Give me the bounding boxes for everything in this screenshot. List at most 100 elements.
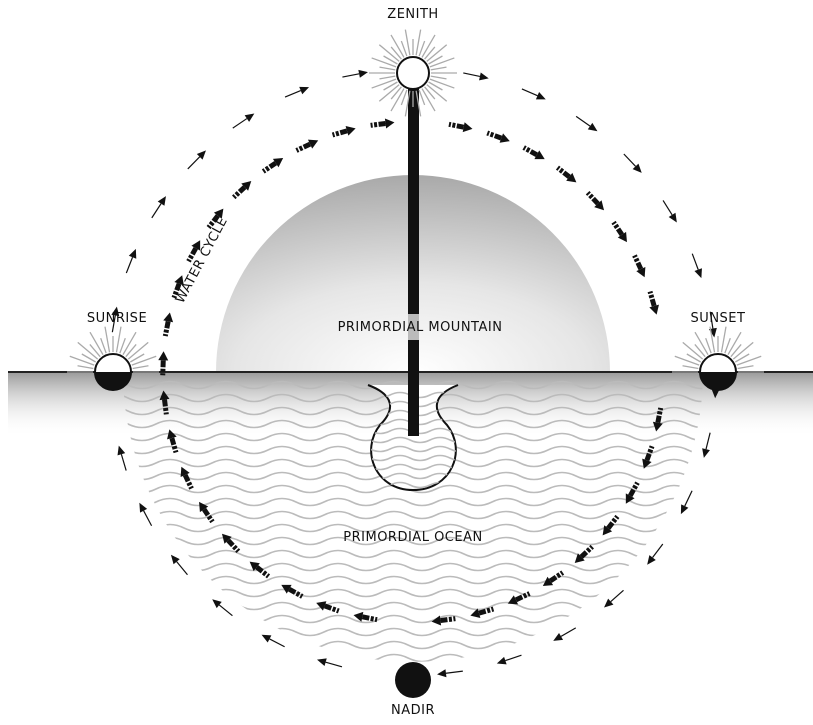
- arrow-head: [196, 150, 206, 160]
- arrow-shaft: [647, 290, 657, 307]
- arrow-shaft: [644, 445, 655, 462]
- sun-ray: [131, 355, 157, 366]
- arrow-head: [534, 150, 545, 160]
- sun-ray: [674, 355, 700, 366]
- arrow-shaft: [255, 565, 271, 579]
- arrow-head: [535, 92, 546, 100]
- arrow-shaft: [478, 606, 495, 616]
- arrow-shaft: [521, 88, 538, 97]
- sun-ray: [383, 81, 398, 91]
- ocean-label: PRIMORDIAL OCEAN: [343, 530, 482, 545]
- sun-ray: [379, 75, 396, 80]
- arrow-head: [617, 231, 627, 243]
- sun-dark-half: [95, 372, 131, 390]
- sun-ray: [415, 29, 422, 56]
- sun-ray: [418, 40, 426, 57]
- arrow-shaft: [575, 115, 591, 127]
- arrow-shaft: [232, 118, 248, 129]
- arrow-shaft: [187, 156, 201, 170]
- arrow-head: [507, 595, 519, 605]
- sun-ray: [428, 81, 443, 91]
- arrow-shaft: [705, 432, 711, 450]
- nadir-label: NADIR: [391, 703, 435, 718]
- wave: [368, 454, 458, 462]
- arrow-head: [281, 584, 292, 594]
- sun-ray: [390, 88, 405, 112]
- arrow-head: [594, 200, 605, 211]
- arrow-head: [167, 429, 177, 440]
- arrow-head: [345, 126, 356, 136]
- wave: [123, 497, 703, 507]
- sun-ray: [81, 353, 97, 363]
- suns: [67, 29, 764, 391]
- wave: [123, 588, 703, 598]
- arrow-shaft: [514, 591, 531, 603]
- water-cycle-label: WATER CYCLE: [173, 215, 231, 306]
- arrow-head: [636, 266, 646, 278]
- arrow-shaft: [143, 510, 153, 527]
- pole: [408, 72, 419, 436]
- sun-ray: [730, 344, 742, 358]
- arrow-shaft: [287, 587, 304, 599]
- arrow-shaft: [652, 543, 664, 558]
- arrow-head: [191, 240, 201, 251]
- wave: [123, 549, 703, 559]
- wave: [123, 484, 703, 494]
- sun-ray: [426, 84, 448, 102]
- arrow-shaft: [691, 253, 699, 270]
- sun-ray: [686, 353, 702, 363]
- wave: [123, 510, 703, 520]
- arrow-head: [117, 445, 126, 456]
- sun-ray: [119, 337, 126, 354]
- wave: [368, 463, 458, 471]
- sun-ray: [104, 326, 111, 353]
- arrow-head: [652, 421, 663, 432]
- arrow-head: [159, 390, 170, 401]
- sun-ray: [732, 341, 754, 360]
- sun-ray: [122, 331, 137, 356]
- sun-ray: [736, 355, 762, 366]
- sun-ray: [390, 46, 402, 60]
- pole-band: [408, 314, 419, 340]
- sun-ray: [694, 344, 706, 358]
- arrow-shaft: [611, 220, 625, 237]
- sun-ray: [378, 84, 400, 102]
- arrow-head: [649, 304, 659, 315]
- sun-ray: [390, 86, 402, 100]
- sun-ray: [709, 326, 716, 353]
- sun-ray: [69, 355, 95, 366]
- wave: [100, 668, 772, 675]
- sun-ray: [737, 365, 754, 370]
- arrow-head: [566, 172, 577, 183]
- arrow-shaft: [361, 614, 378, 623]
- arrow-shaft: [606, 514, 620, 530]
- arrow-shaft: [555, 165, 571, 179]
- arrow-head: [316, 601, 327, 611]
- arrow-shaft: [505, 654, 522, 662]
- arrow-shaft: [182, 473, 194, 490]
- sun-ray: [430, 75, 447, 80]
- arrow-shaft: [655, 407, 664, 424]
- arrow-head: [272, 158, 284, 168]
- arrow-head: [111, 306, 120, 317]
- arrow-head: [241, 180, 252, 191]
- arrow-head: [625, 493, 635, 504]
- arrow-head: [702, 448, 710, 458]
- arrow-shaft: [120, 454, 127, 471]
- arrow-head: [470, 608, 481, 618]
- arrow-shaft: [623, 153, 636, 167]
- mountain-label: PRIMORDIAL MOUNTAIN: [338, 320, 503, 335]
- arrow-head: [542, 576, 554, 586]
- arrow-shaft: [325, 661, 343, 668]
- sun-ray: [682, 341, 704, 360]
- sun-ray: [421, 88, 436, 112]
- arrow-shaft: [628, 481, 640, 498]
- sun-ray: [125, 344, 137, 358]
- arrow-head: [479, 72, 489, 81]
- arrow-head: [711, 389, 720, 399]
- arrow-head: [587, 122, 598, 132]
- arrow-shaft: [206, 214, 220, 230]
- arrow-shaft: [226, 538, 241, 553]
- arrow-head: [642, 458, 652, 469]
